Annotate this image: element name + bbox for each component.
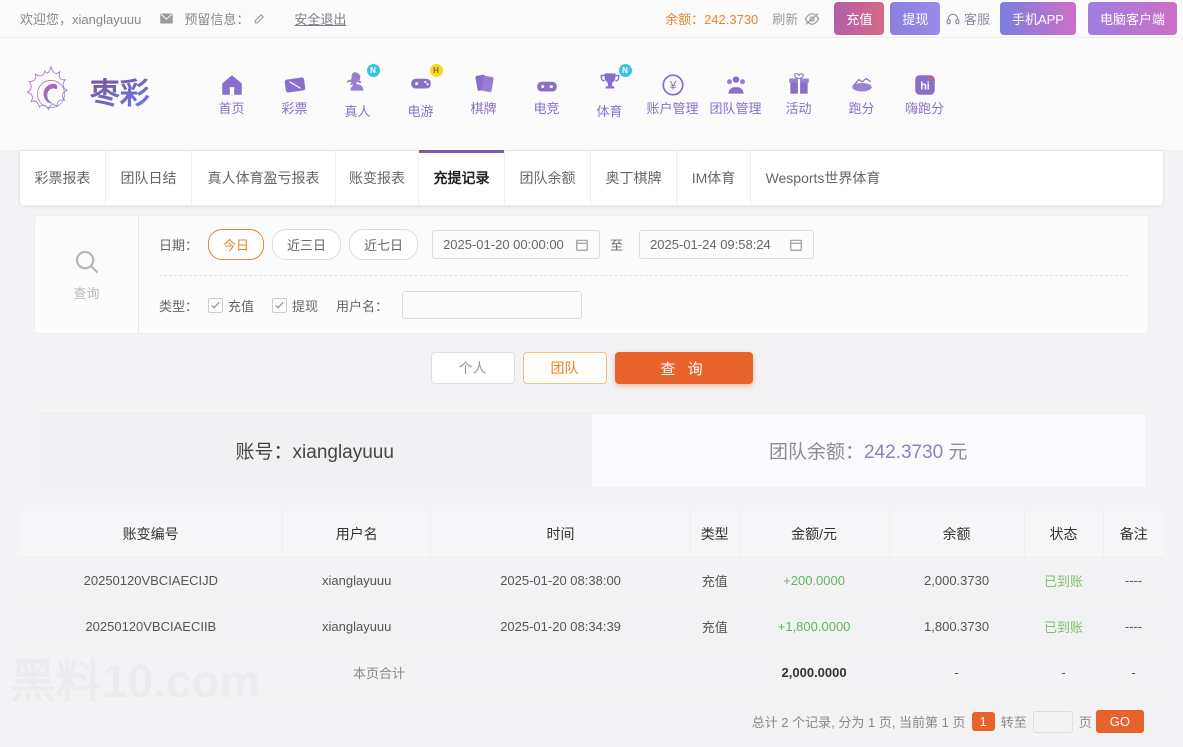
- svg-text:hi: hi: [920, 80, 930, 92]
- svg-text:¥: ¥: [668, 78, 676, 92]
- svg-text:枣彩: 枣彩: [90, 78, 150, 111]
